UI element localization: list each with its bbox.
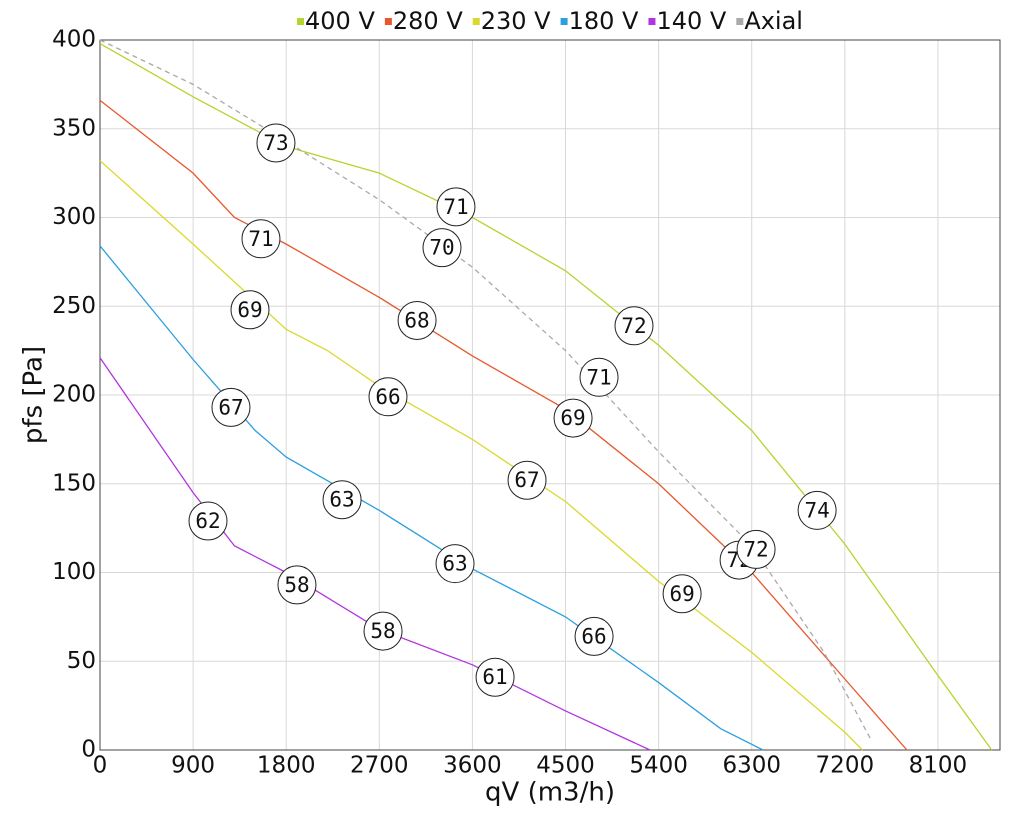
level-label: 67 xyxy=(514,468,539,492)
level-label: 62 xyxy=(195,509,220,533)
level-label: 66 xyxy=(375,385,400,409)
x-tick-label: 0 xyxy=(93,753,108,779)
level-marker xyxy=(579,357,619,397)
level-label: 61 xyxy=(482,665,507,689)
x-tick-label: 2700 xyxy=(350,753,409,779)
legend-label: 180 V xyxy=(569,7,639,35)
level-label: 68 xyxy=(404,308,429,332)
legend-label: 400 V xyxy=(305,7,375,35)
level-marker xyxy=(475,657,515,697)
y-tick-label: 400 xyxy=(52,27,96,53)
level-label: 73 xyxy=(263,131,288,155)
level-marker xyxy=(188,501,228,541)
x-tick-label: 900 xyxy=(171,753,215,779)
level-label: 71 xyxy=(586,365,611,389)
level-label: 69 xyxy=(669,582,694,606)
legend-swatch xyxy=(560,18,568,25)
series-line xyxy=(99,99,908,751)
y-tick-label: 350 xyxy=(52,115,96,141)
level-label: 58 xyxy=(370,619,395,643)
level-marker xyxy=(241,219,281,259)
level-marker xyxy=(322,480,362,520)
level-marker xyxy=(230,290,270,330)
level-marker xyxy=(797,490,837,530)
level-marker xyxy=(256,123,296,163)
level-marker xyxy=(211,387,251,427)
level-label: 71 xyxy=(248,227,273,251)
x-tick-label: 7200 xyxy=(816,753,875,779)
x-tick-label: 1800 xyxy=(257,753,316,779)
x-axis-title: qV (m3/h) xyxy=(485,778,615,808)
legend-swatch xyxy=(648,18,656,25)
level-label: 69 xyxy=(237,298,262,322)
level-label: 70 xyxy=(429,236,454,260)
y-axis-title: pfs [Pa] xyxy=(19,346,49,444)
y-tick-label: 300 xyxy=(52,204,96,230)
legend: 400 V 280 V 230 V 180 V 140 V Axial xyxy=(297,7,803,35)
level-marker xyxy=(422,228,462,268)
level-label: 69 xyxy=(560,406,585,430)
x-tick-label: 5400 xyxy=(629,753,688,779)
level-marker xyxy=(507,460,547,500)
level-marker xyxy=(736,529,776,569)
level-marker xyxy=(363,611,403,651)
level-label: 66 xyxy=(581,624,606,648)
series-line xyxy=(99,39,873,742)
level-label: 74 xyxy=(804,498,829,522)
legend-swatch xyxy=(472,18,480,25)
level-label: 67 xyxy=(218,395,243,419)
level-marker xyxy=(368,377,408,417)
level-label: 71 xyxy=(443,195,468,219)
legend-label: 230 V xyxy=(481,7,551,35)
legend-swatch xyxy=(384,18,392,25)
level-label: 63 xyxy=(442,552,467,576)
legend-label: 280 V xyxy=(393,7,463,35)
level-label: 72 xyxy=(621,314,646,338)
level-marker xyxy=(553,398,593,438)
plot-frame xyxy=(99,39,1001,751)
y-tick-label: 200 xyxy=(52,382,96,408)
legend-swatch xyxy=(297,18,305,25)
level-marker xyxy=(435,544,475,584)
series-line xyxy=(99,42,993,751)
y-tick-label: 0 xyxy=(81,737,96,763)
x-tick-label: 8100 xyxy=(909,753,968,779)
level-marker xyxy=(614,306,654,346)
x-tick-label: 3600 xyxy=(443,753,502,779)
legend-label: 140 V xyxy=(656,7,726,35)
y-tick-label: 50 xyxy=(67,648,96,674)
legend-swatch xyxy=(736,18,744,25)
level-marker xyxy=(277,565,317,605)
x-tick-label: 6300 xyxy=(722,753,781,779)
y-tick-label: 150 xyxy=(52,470,96,496)
level-marker xyxy=(574,616,614,656)
level-marker xyxy=(662,574,702,614)
y-tick-label: 100 xyxy=(52,559,96,585)
series-line xyxy=(99,357,651,751)
y-tick-label: 250 xyxy=(52,293,96,319)
level-label: 63 xyxy=(329,488,354,512)
legend-label: Axial xyxy=(744,7,803,35)
level-marker xyxy=(436,187,476,227)
level-marker xyxy=(397,300,437,340)
x-tick-label: 4500 xyxy=(536,753,595,779)
level-label: 58 xyxy=(284,573,309,597)
level-label: 72 xyxy=(743,537,768,561)
